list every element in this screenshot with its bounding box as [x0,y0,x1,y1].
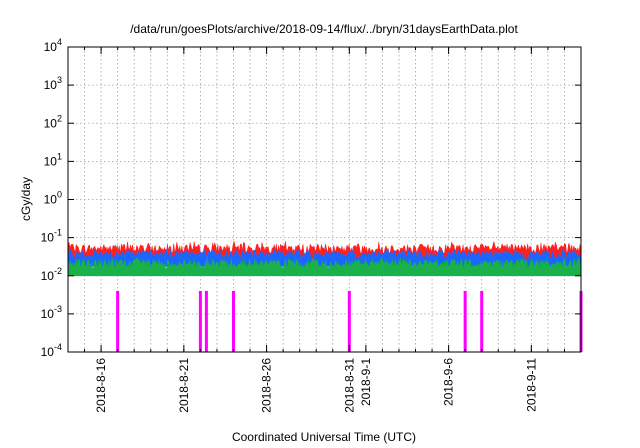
y-tick-label: 10-3 [41,304,62,321]
x-tick-label: 2018-8-16 [94,358,108,413]
x-tick-label: 2018-9-6 [442,358,456,406]
x-tick-label: 2018-8-26 [260,358,274,413]
y-tick-label: 100 [44,190,62,207]
x-axis-label: Coordinated Universal Time (UTC) [232,430,416,444]
plot-area [67,46,583,353]
x-tick-label: 2018-8-21 [177,358,191,413]
y-tick-label: 101 [44,151,62,168]
dropout-spike [463,290,467,352]
dropout-spike [480,290,484,352]
dropout-spike [116,290,120,352]
y-axis: 10-4 10-3 10-2 10-1 100 101 102 103 104 [41,37,581,359]
y-tick-label: 10-2 [41,266,62,283]
x-tick-label: 2018-9-11 [524,358,538,412]
y-tick-label: 102 [44,113,62,130]
dropout-spike [204,290,208,352]
x-axis: 2018-8-16 2018-8-21 2018-8-26 2018-8-31 2018… [84,47,565,413]
y-tick-label: 104 [44,37,62,54]
dropout-spike [347,290,351,352]
x-tick-label: 2018-8-31 [342,358,356,413]
grid [68,47,581,352]
dropout-spike [231,290,235,352]
y-tick-label: 10-4 [41,342,62,359]
x-tick-label: 2018-9-1 [359,358,373,406]
y-tick-label: 10-1 [41,228,62,245]
chart-title: /data/run/goesPlots/archive/2018-09-14/f… [130,22,518,36]
y-tick-label: 103 [44,75,62,92]
series-layer [67,241,583,352]
y-axis-label: cGy/day [19,177,33,221]
dropout-spike [198,290,202,352]
